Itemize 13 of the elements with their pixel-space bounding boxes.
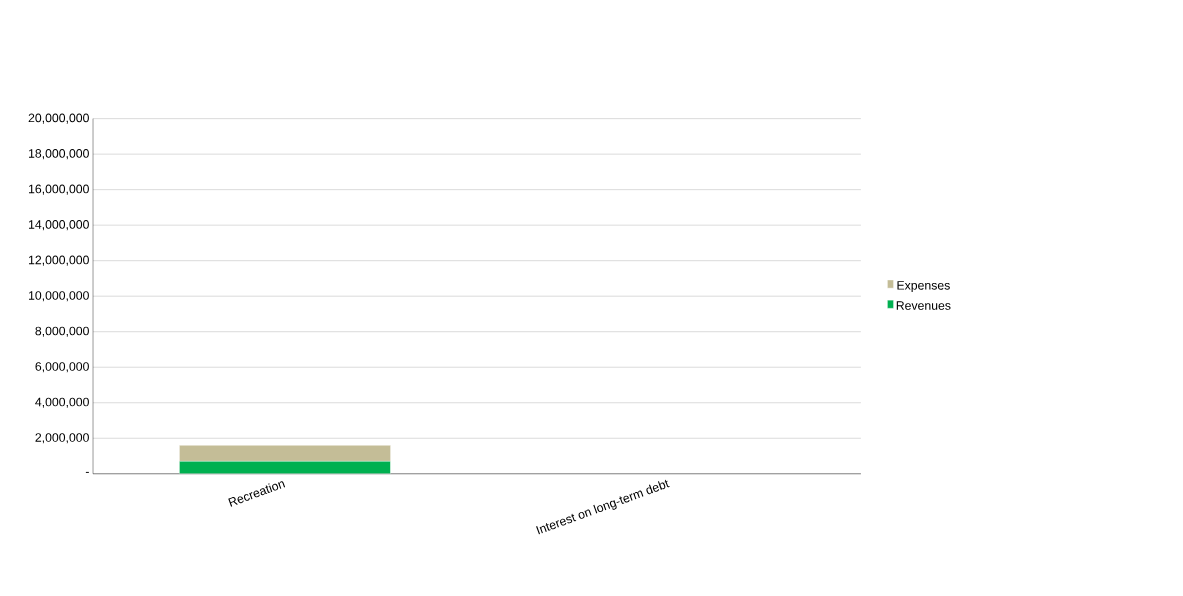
y-tick-label: 20,000,000 [28, 113, 89, 124]
y-tick-label: - [85, 471, 89, 473]
y-tick-label: 12,000,000 [28, 255, 89, 266]
y-tick-label: 8,000,000 [35, 326, 89, 337]
legend-label: Expenses [897, 281, 950, 293]
y-tick-label: 18,000,000 [28, 149, 89, 160]
y-tick-label: 6,000,000 [35, 362, 89, 373]
legend-label: Revenues [896, 301, 951, 310]
y-tick-label: 2,000,000 [35, 433, 89, 444]
y-tick-label: 10,000,000 [28, 291, 89, 302]
y-tick-label: 16,000,000 [28, 184, 89, 195]
y-tick-label: 14,000,000 [28, 220, 89, 231]
y-tick-label: 4,000,000 [35, 397, 89, 408]
